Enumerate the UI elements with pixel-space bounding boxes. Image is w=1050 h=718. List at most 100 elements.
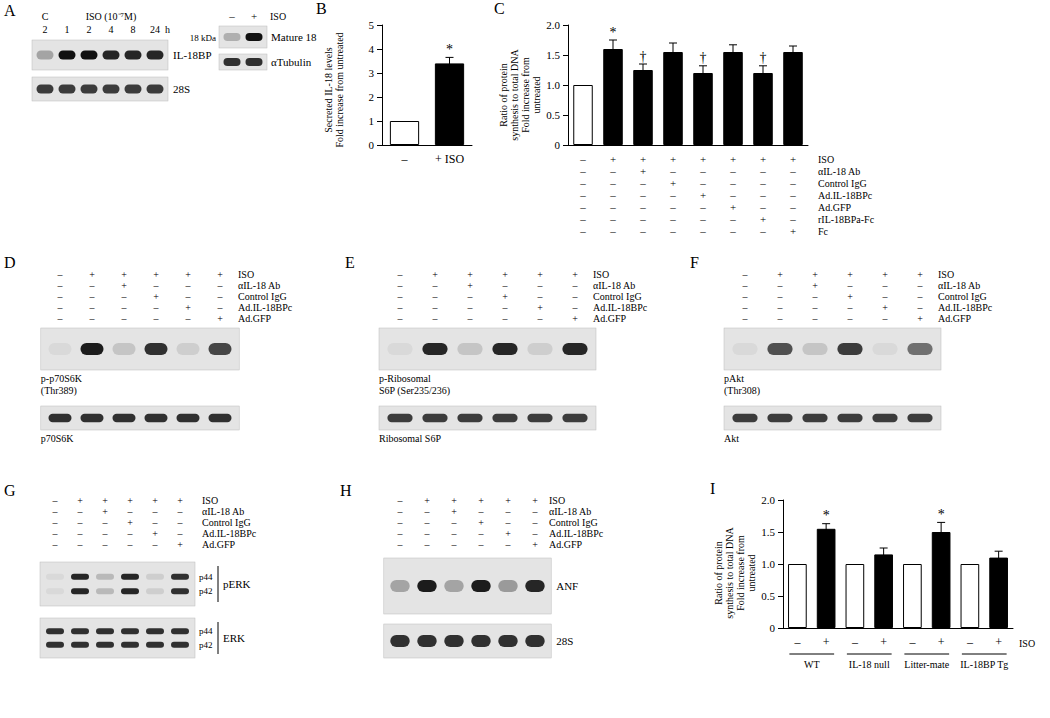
svg-text:–: –: [424, 517, 431, 528]
svg-text:+: +: [177, 495, 183, 506]
svg-text:–: –: [397, 539, 404, 550]
svg-text:–: –: [121, 291, 128, 302]
svg-text:ISO: ISO: [593, 269, 609, 280]
svg-text:–: –: [917, 302, 924, 313]
svg-text:–: –: [502, 280, 509, 291]
svg-text:–: –: [127, 506, 134, 517]
svg-text:–: –: [451, 539, 458, 550]
svg-text:pAkt: pAkt: [724, 373, 744, 384]
svg-text:ERK: ERK: [223, 632, 245, 644]
svg-text:Control IgG: Control IgG: [549, 517, 598, 528]
svg-text:–: –: [217, 280, 224, 291]
svg-text:h: h: [165, 24, 170, 35]
svg-text:–: –: [432, 291, 439, 302]
svg-text:Akt: Akt: [724, 433, 739, 444]
svg-text:+: +: [880, 635, 887, 649]
svg-text:–: –: [185, 291, 192, 302]
svg-text:–: –: [729, 165, 736, 177]
svg-text:IL-18BP Tg: IL-18BP Tg: [960, 659, 1008, 670]
svg-text:0: 0: [555, 139, 561, 151]
svg-text:ISO: ISO: [270, 11, 286, 22]
svg-text:I: I: [710, 480, 715, 497]
svg-text:–: –: [127, 528, 134, 539]
svg-text:–: –: [401, 152, 409, 166]
svg-text:+: +: [185, 302, 191, 313]
svg-text:Fc: Fc: [818, 226, 829, 237]
svg-text:Ad.GFP: Ad.GFP: [202, 539, 236, 550]
svg-text:+: +: [153, 269, 159, 280]
svg-text:rIL-18BPa-Fc: rIL-18BPa-Fc: [818, 214, 875, 225]
svg-text:–: –: [451, 517, 458, 528]
svg-text:pERK: pERK: [223, 578, 251, 590]
svg-text:Ad.GFP: Ad.GFP: [938, 313, 972, 324]
svg-text:–: –: [57, 280, 64, 291]
svg-text:–: –: [699, 213, 706, 225]
svg-text:Fold increase from: Fold increase from: [520, 57, 531, 133]
svg-text:–: –: [121, 302, 128, 313]
svg-text:–: –: [505, 517, 512, 528]
svg-text:ISO: ISO: [549, 495, 565, 506]
svg-text:–: –: [537, 291, 544, 302]
svg-text:–: –: [52, 506, 59, 517]
svg-text:+: +: [847, 269, 853, 280]
svg-text:–: –: [467, 291, 474, 302]
svg-text:–: –: [57, 269, 64, 280]
svg-text:*: *: [938, 507, 945, 522]
svg-text:(Thr308): (Thr308): [724, 385, 760, 397]
svg-text:–: –: [789, 177, 796, 189]
svg-text:–: –: [729, 213, 736, 225]
svg-text:–: –: [609, 177, 616, 189]
svg-text:Ratio of protein: Ratio of protein: [713, 541, 724, 604]
svg-text:–: –: [789, 165, 796, 177]
svg-text:αIL-18 Ab: αIL-18 Ab: [549, 506, 591, 517]
svg-text:+: +: [572, 269, 578, 280]
svg-text:–: –: [102, 517, 109, 528]
svg-text:S6P (Ser235/236): S6P (Ser235/236): [379, 385, 450, 397]
svg-text:–: –: [789, 201, 796, 213]
svg-text:+: +: [502, 269, 508, 280]
svg-text:–: –: [505, 506, 512, 517]
svg-text:p42: p42: [199, 586, 213, 596]
svg-text:†: †: [640, 49, 647, 64]
svg-text:IL-18 null: IL-18 null: [849, 659, 890, 670]
svg-text:–: –: [153, 302, 160, 313]
svg-text:(Thr389): (Thr389): [41, 385, 77, 397]
svg-text:–: –: [502, 302, 509, 313]
svg-text:–: –: [217, 302, 224, 313]
svg-text:–: –: [579, 189, 586, 201]
svg-text:–: –: [639, 225, 646, 237]
svg-text:–: –: [742, 302, 749, 313]
svg-text:–: –: [669, 213, 676, 225]
svg-text:–: –: [397, 313, 404, 324]
svg-text:E: E: [345, 254, 355, 271]
svg-text:–: –: [397, 280, 404, 291]
svg-text:G: G: [4, 482, 16, 499]
svg-text:+: +: [847, 291, 853, 302]
svg-text:–: –: [793, 635, 801, 649]
svg-text:–: –: [52, 539, 59, 550]
svg-text:0.5: 0.5: [546, 109, 560, 121]
svg-text:–: –: [742, 269, 749, 280]
svg-text:+: +: [532, 495, 538, 506]
svg-text:–: –: [424, 528, 431, 539]
svg-text:+: +: [77, 495, 83, 506]
svg-text:Control IgG: Control IgG: [593, 291, 642, 302]
svg-text:1.0: 1.0: [761, 558, 775, 570]
svg-text:–: –: [699, 225, 706, 237]
svg-text:–: –: [102, 539, 109, 550]
svg-text:1: 1: [65, 24, 70, 35]
svg-text:p70S6K: p70S6K: [41, 433, 75, 444]
svg-text:28S: 28S: [173, 83, 190, 95]
svg-text:–: –: [777, 291, 784, 302]
svg-text:–: –: [579, 177, 586, 189]
svg-text:αIL-18 Ab: αIL-18 Ab: [938, 280, 980, 291]
svg-text:ISO: ISO: [202, 495, 218, 506]
svg-text:p44: p44: [199, 572, 213, 582]
svg-text:p-p70S6K: p-p70S6K: [41, 373, 83, 384]
svg-text:–: –: [478, 528, 485, 539]
svg-text:–: –: [153, 280, 160, 291]
svg-text:–: –: [153, 313, 160, 324]
svg-text:+: +: [640, 153, 646, 165]
svg-text:–: –: [699, 165, 706, 177]
svg-text:–: –: [532, 506, 539, 517]
